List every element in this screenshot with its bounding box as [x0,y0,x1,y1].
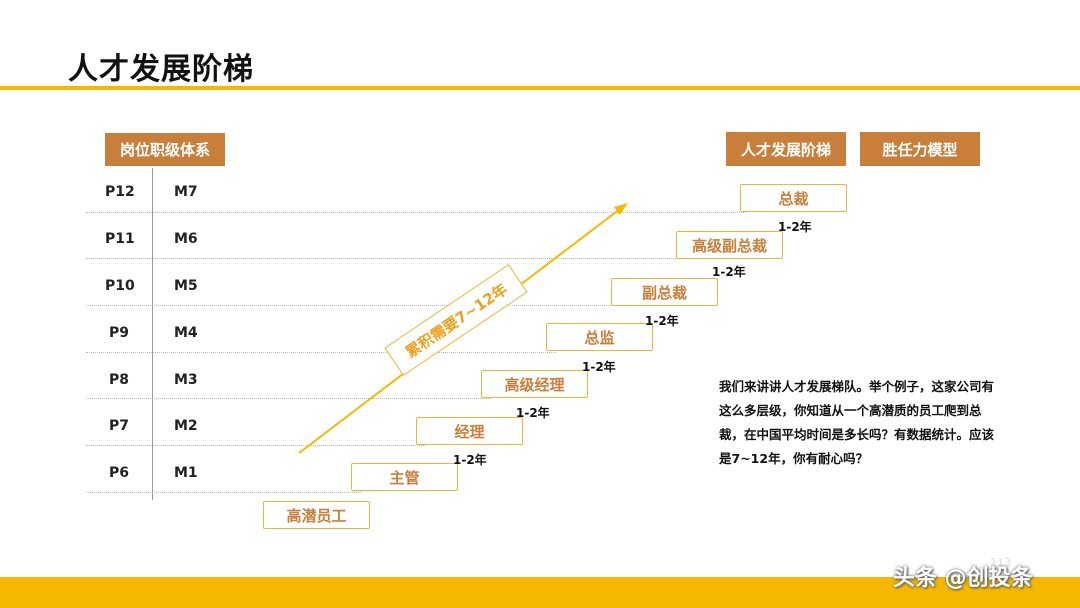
ladder-step-president: 总裁 [740,184,847,212]
row-separator [86,352,556,353]
ladder-step-high-potential: 高潜员工 [263,501,370,529]
ladder-step-supervisor: 主管 [351,463,458,491]
p-level-label: P10 [105,278,135,294]
m-level-label: M2 [174,418,198,434]
p-level-label: P6 [109,465,130,481]
header-competency-model: 胜任力模型 [860,132,980,166]
p-level-label: P8 [109,372,130,388]
ladder-step-senior-manager: 高级经理 [481,370,588,398]
ladder-step-manager: 经理 [416,417,523,445]
ladder-step-svp: 高级副总裁 [676,231,783,259]
m-level-label: M6 [174,231,198,247]
page-title: 人才发展阶梯 [68,52,254,87]
row-separator [86,258,686,259]
m-level-label: M5 [174,278,198,294]
duration-label: 1-2年 [582,360,616,374]
header-talent-ladder: 人才发展阶梯 [726,132,846,166]
duration-label: 1-2年 [516,406,550,420]
title-underline [0,86,1080,90]
m-level-label: M4 [174,325,198,341]
duration-label: 1-2年 [453,453,487,467]
ladder-step-vp: 副总裁 [611,278,718,306]
duration-label: 1-2年 [778,220,812,234]
header-position-system: 岗位职级体系 [105,133,225,166]
m-level-label: M3 [174,372,198,388]
duration-label: 1-2年 [645,314,679,328]
m-level-label: M7 [174,184,198,200]
description-text: 我们来讲讲人才发展梯队。举个例子，这家公司有这么多层级，你知道从一个高潜质的员工… [719,379,995,466]
page-number: 113 [990,556,1011,569]
row-separator [86,492,361,493]
column-divider [152,168,153,500]
p-level-label: P12 [105,184,135,200]
m-level-label: M1 [174,465,198,481]
p-level-label: P11 [105,231,135,247]
footer-bar [0,577,1080,608]
p-level-label: P9 [109,325,130,341]
row-separator [86,445,426,446]
watermark: 头条 @创投条 [893,566,1033,591]
p-level-label: P7 [109,418,130,434]
row-separator [86,212,746,213]
duration-label: 1-2年 [712,265,746,279]
row-separator [86,305,621,306]
ladder-step-director: 总监 [546,323,653,351]
row-separator [86,398,491,399]
